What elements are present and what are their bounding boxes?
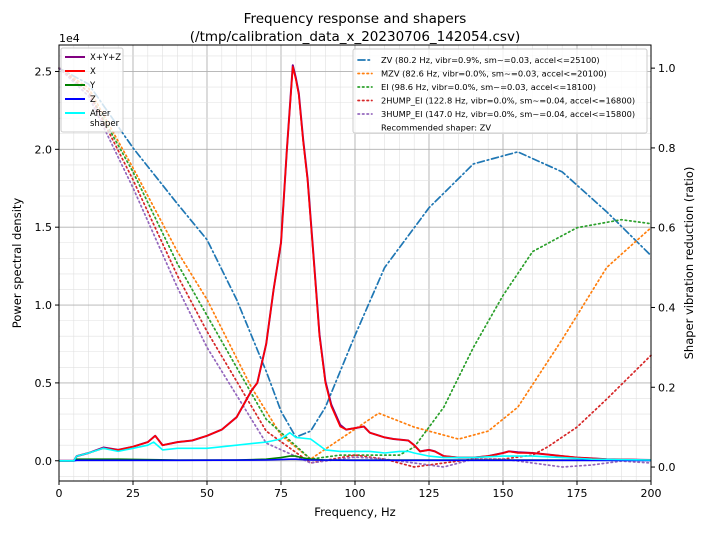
shaper-line-2 — [58, 67, 652, 460]
y2-tick-label: 0.0 — [658, 461, 676, 474]
y2-tick-label: 0.6 — [658, 222, 676, 235]
x-axis-label: Frequency, Hz — [314, 505, 395, 519]
y-tick-label: 2.5 — [35, 65, 53, 78]
shaper-legend-label: 2HUMP_EI (122.8 Hz, vibr=0.0%, sm~=0.04,… — [381, 96, 635, 106]
y-tick-label: 1.5 — [35, 221, 53, 234]
shaper-legend: ZV (80.2 Hz, vibr=0.9%, sm~=0.03, accel<… — [352, 48, 648, 134]
psd-line-4 — [59, 431, 652, 462]
shaper-legend-label: EI (98.6 Hz, vibr=0.0%, sm~=0.03, accel<… — [381, 82, 596, 92]
x-tick-label: 200 — [641, 487, 662, 500]
shaper-legend-label: MZV (82.6 Hz, vibr=0.0%, sm~=0.03, accel… — [381, 69, 607, 79]
y2-tick-label: 0.8 — [658, 142, 676, 155]
shaper-legend-label: ZV (80.2 Hz, vibr=0.9%, sm~=0.03, accel<… — [381, 55, 600, 65]
psd-legend-label: Z — [90, 95, 96, 105]
y2-tick-label: 1.0 — [658, 62, 676, 75]
y2-tick-label: 0.2 — [658, 381, 676, 394]
psd-line-1 — [59, 66, 652, 462]
psd-curves — [59, 64, 652, 462]
psd-legend-label: X+Y+Z — [90, 53, 121, 63]
axes: 0 25 50 75 100 125 150 175 200 0.0 0.5 1.0 1.5 2.0 2.5… — [35, 62, 676, 500]
x-tick-label: 150 — [493, 487, 514, 500]
psd-legend-label: Y — [89, 81, 96, 91]
x-tick-label: 100 — [345, 487, 366, 500]
x-tick-label: 50 — [200, 487, 214, 500]
x-tick-label: 25 — [126, 487, 140, 500]
psd-legend-label: shaper — [90, 119, 120, 129]
x-tick-label: 175 — [567, 487, 588, 500]
shaper-legend-label: 3HUMP_EI (147.0 Hz, vibr=0.0%, sm~=0.04,… — [381, 109, 635, 119]
x-tick-label: 0 — [56, 487, 63, 500]
y-tick-label: 0.5 — [35, 377, 53, 390]
grid — [59, 45, 651, 481]
y-tick-label: 1.0 — [35, 299, 53, 312]
shaper-line-3 — [58, 67, 652, 468]
y-tick-label: 0.0 — [35, 455, 53, 468]
x-tick-label: 125 — [419, 487, 440, 500]
psd-legend-box — [60, 47, 124, 133]
y-multiplier-label: 1e4 — [59, 32, 80, 45]
recommended-shaper-label: Recommended shaper: ZV — [381, 123, 491, 133]
chart-title-line-2: (/tmp/calibration_data_x_20230706_142054… — [190, 29, 520, 45]
psd-legend-label: After — [90, 109, 111, 119]
y-tick-label: 2.0 — [35, 143, 53, 156]
y-axis-label: Power spectral density — [10, 198, 24, 329]
x-tick-label: 75 — [274, 487, 288, 500]
psd-legend-label: X — [90, 67, 96, 77]
y2-tick-label: 0.4 — [658, 301, 676, 314]
y2-axis-label: Shaper vibration reduction (ratio) — [682, 167, 696, 360]
chart-title-line-1: Frequency response and shapers — [244, 11, 467, 27]
shaper-line-1 — [58, 67, 652, 460]
psd-line-3 — [59, 458, 652, 462]
shaper-legend-box — [352, 48, 648, 134]
